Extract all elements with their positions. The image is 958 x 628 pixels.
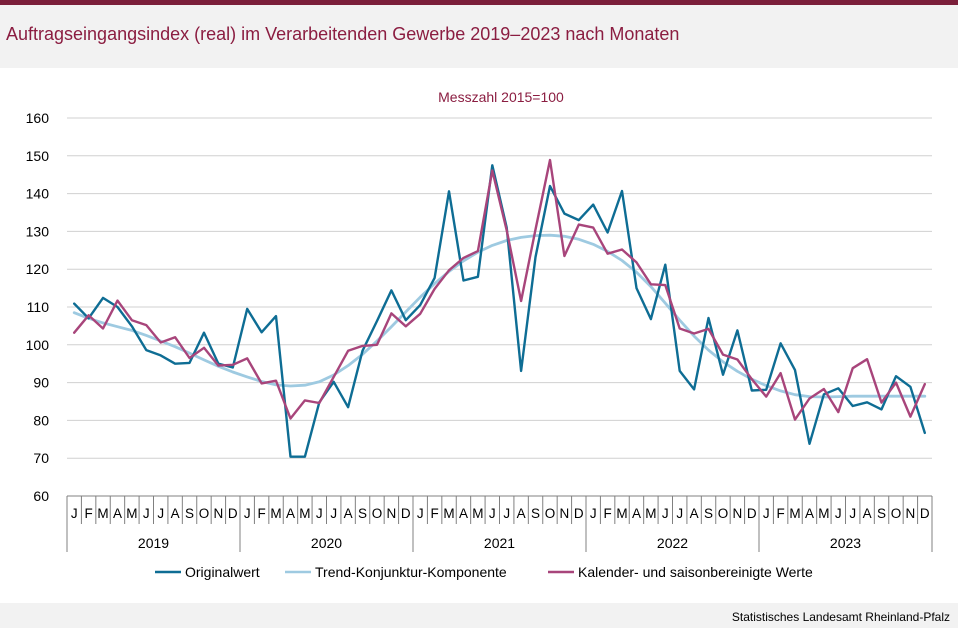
month-tick-label: O (718, 506, 729, 521)
chart-subtitle: Messzahl 2015=100 (438, 89, 564, 105)
month-tick-label: J (590, 506, 597, 521)
month-tick-label: O (372, 506, 383, 521)
month-tick-label: J (503, 506, 510, 521)
month-tick-label: A (459, 506, 468, 521)
y-tick-label: 90 (33, 375, 49, 391)
y-tick-label: 80 (33, 412, 49, 428)
y-tick-label: 150 (26, 148, 50, 164)
month-tick-label: M (472, 506, 483, 521)
month-tick-label: D (574, 506, 584, 521)
month-tick-label: N (214, 506, 224, 521)
month-tick-label: F (258, 506, 266, 521)
month-tick-label: J (330, 506, 337, 521)
month-tick-label: D (747, 506, 757, 521)
month-tick-label: S (358, 506, 367, 521)
month-tick-label: J (244, 506, 251, 521)
month-tick-label: N (560, 506, 570, 521)
line-chart: Messzahl 2015=100 60 70 80 90 100 110 120 130 14… (26, 89, 933, 580)
month-tick-label: M (97, 506, 108, 521)
series-line-original (72, 164, 926, 458)
year-label: 2020 (311, 535, 342, 551)
month-tick-label: A (632, 506, 641, 521)
month-tick-label: A (344, 506, 353, 521)
month-tick-label: O (199, 506, 210, 521)
month-tick-label: D (401, 506, 411, 521)
series-line-adjusted (72, 158, 926, 421)
y-tick-label: 130 (26, 223, 50, 239)
month-tick-label: J (489, 506, 496, 521)
month-tick-label: M (443, 506, 454, 521)
month-tick-label: A (517, 506, 526, 521)
y-tick-label: 120 (26, 261, 50, 277)
month-tick-label: M (789, 506, 800, 521)
month-tick-label: N (387, 506, 397, 521)
month-tick-label: M (299, 506, 310, 521)
month-tick-label: M (616, 506, 627, 521)
month-tick-label: O (545, 506, 556, 521)
y-tick-label: 160 (26, 110, 50, 126)
month-tick-label: D (228, 506, 238, 521)
year-label: 2023 (830, 535, 861, 551)
month-tick-label: D (920, 506, 930, 521)
month-tick-label: S (185, 506, 194, 521)
month-tick-label: J (316, 506, 323, 521)
month-tick-label: J (71, 506, 78, 521)
month-tick-label: A (113, 506, 122, 521)
month-tick-label: A (171, 506, 180, 521)
year-label: 2022 (657, 535, 688, 551)
month-tick-label: S (531, 506, 540, 521)
year-label: 2021 (484, 535, 515, 551)
month-tick-label: M (126, 506, 137, 521)
legend-label-trend: Trend-Konjunktur-Komponente (315, 564, 507, 580)
month-tick-label: M (645, 506, 656, 521)
source-note: Statistisches Landesamt Rheinland-Pfalz (731, 610, 950, 624)
month-tick-label: J (157, 506, 164, 521)
month-tick-label: J (143, 506, 150, 521)
month-tick-label: A (286, 506, 295, 521)
month-tick-label: J (417, 506, 424, 521)
y-tick-label: 100 (26, 337, 50, 353)
y-tick-label: 140 (26, 186, 50, 202)
month-tick-label: J (763, 506, 770, 521)
month-tick-label: A (690, 506, 699, 521)
month-tick-label: A (805, 506, 814, 521)
y-tick-label: 70 (33, 450, 49, 466)
month-tick-label: A (863, 506, 872, 521)
month-tick-label: F (85, 506, 93, 521)
month-tick-label: M (270, 506, 281, 521)
month-tick-label: N (906, 506, 916, 521)
y-tick-label: 110 (27, 299, 50, 315)
top-accent-bar (0, 0, 958, 5)
legend-label-adjusted: Kalender- und saisonbereinigte Werte (578, 564, 813, 580)
month-tick-label: J (835, 506, 842, 521)
month-tick-label: M (818, 506, 829, 521)
month-tick-label: F (431, 506, 439, 521)
month-tick-label: O (891, 506, 902, 521)
month-tick-label: S (704, 506, 713, 521)
month-tick-label: J (676, 506, 683, 521)
year-label: 2019 (138, 535, 169, 551)
month-tick-label: J (849, 506, 856, 521)
y-tick-label: 60 (33, 488, 49, 504)
series-line-trend (72, 233, 927, 399)
legend-label-original: Originalwert (185, 564, 260, 580)
month-tick-label: J (662, 506, 669, 521)
month-tick-label: F (604, 506, 612, 521)
chart-panel: Messzahl 2015=100 60 70 80 90 100 110 120 130 14… (0, 68, 958, 603)
month-tick-label: N (733, 506, 743, 521)
month-tick-label: S (877, 506, 886, 521)
page-title: Auftragseingangsindex (real) im Verarbei… (6, 24, 680, 44)
month-tick-label: F (777, 506, 785, 521)
